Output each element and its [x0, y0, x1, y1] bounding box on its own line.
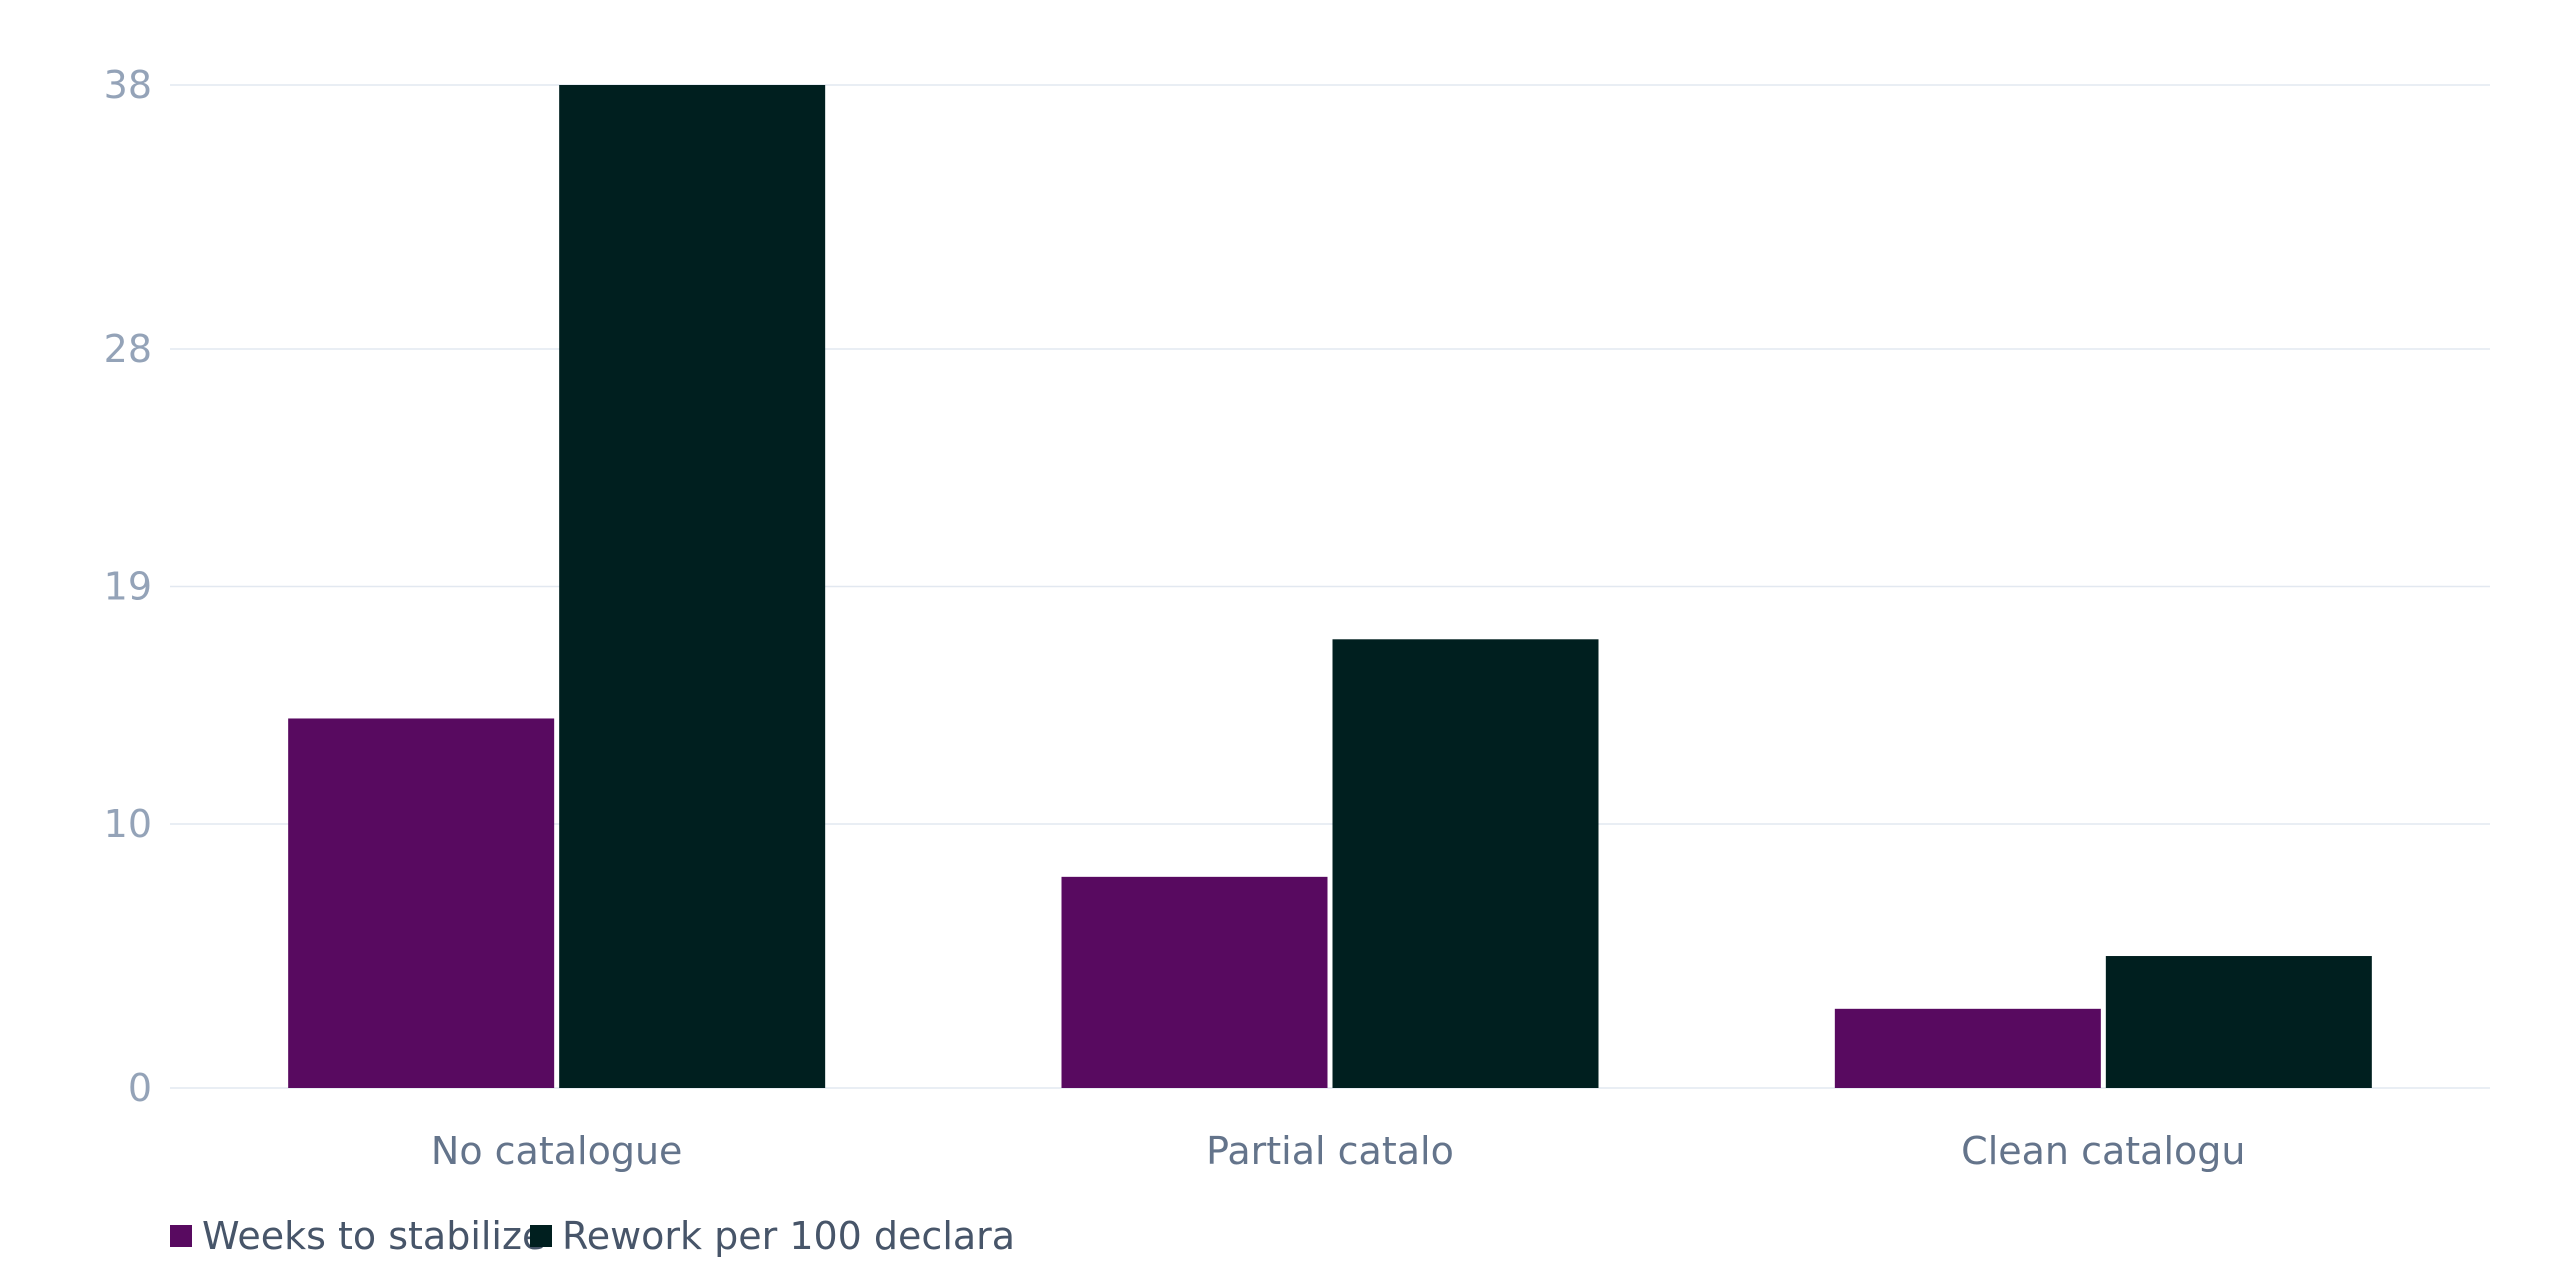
legend: Weeks to stabilize Rework per 100 declar… — [170, 1214, 1015, 1258]
y-tick-label: 19 — [104, 565, 152, 609]
y-tick-label: 28 — [104, 327, 152, 371]
bar-series-1 — [288, 718, 555, 1088]
y-tick-label: 38 — [104, 63, 152, 107]
y-tick-label: 10 — [104, 802, 152, 846]
bar-series-1 — [1061, 876, 1328, 1088]
x-tick-label: Partial catalo — [1206, 1129, 1454, 1173]
legend-label-series-1: Weeks to stabilize — [202, 1214, 546, 1258]
legend-swatch-series-1 — [170, 1225, 192, 1247]
x-axis-ticks: No catalogue Partial catalo Clean catalogu — [431, 1129, 2246, 1173]
y-axis-ticks: 0 10 19 28 38 — [104, 63, 152, 1110]
x-tick-label: Clean catalogu — [1961, 1129, 2245, 1173]
y-tick-label: 0 — [128, 1066, 152, 1110]
bar-series-2 — [1332, 639, 1599, 1088]
legend-item-series-2: Rework per 100 declara — [530, 1214, 1015, 1258]
bars — [288, 85, 2372, 1088]
x-tick-label: No catalogue — [431, 1129, 683, 1173]
legend-label-series-2: Rework per 100 declara — [562, 1214, 1016, 1258]
bar-series-2 — [2105, 956, 2372, 1088]
bar-series-1 — [1834, 1008, 2101, 1088]
bar-series-2 — [559, 85, 826, 1088]
legend-item-series-1: Weeks to stabilize — [170, 1214, 545, 1258]
gridlines — [170, 84, 2490, 1089]
legend-swatch-series-2 — [530, 1225, 552, 1247]
